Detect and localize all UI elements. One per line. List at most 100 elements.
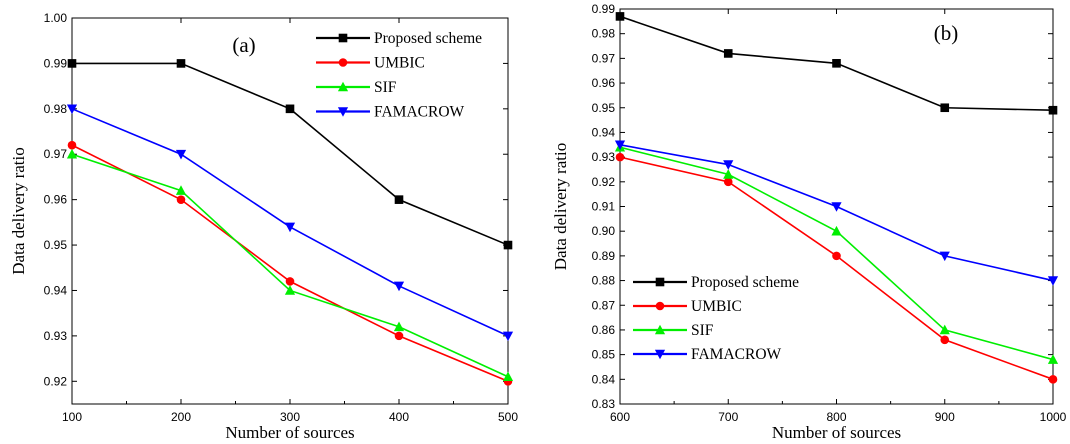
data-point — [832, 59, 841, 68]
y-tick-label: 0.92 — [44, 374, 68, 388]
legend-marker — [655, 277, 665, 287]
series-line — [619, 156, 1054, 381]
legend-marker — [337, 81, 349, 92]
legend-marker — [338, 33, 348, 43]
data-point — [175, 149, 187, 160]
legend-item: Proposed scheme — [316, 30, 482, 47]
data-point — [723, 169, 734, 179]
x-tick-label: 700 — [718, 410, 738, 424]
data-point — [502, 371, 514, 382]
x-tick-label: 100 — [62, 410, 82, 424]
y-tick-label: 0.97 — [592, 51, 616, 65]
data-point — [940, 103, 950, 113]
y-axis-label: Data delivery ratio — [551, 143, 570, 270]
data-point — [67, 59, 77, 68]
data-point — [1048, 375, 1058, 384]
legend: Proposed scheme UMBIC SIF FAMACROW — [633, 274, 799, 363]
series-line — [619, 143, 1054, 282]
data-point — [285, 104, 295, 114]
legend-item: FAMACROW — [633, 346, 782, 363]
legend-item: UMBIC — [316, 55, 425, 72]
chart-panel-2: 600 700 800 900 1000 0.83 0.84 0.85 0.86 0.87 0.88… — [551, 2, 1067, 442]
data-point — [723, 160, 734, 170]
x-axis-label: Number of sources — [225, 423, 354, 442]
legend-label: UMBIC — [374, 55, 425, 72]
legend: Proposed scheme UMBIC SIF FAMACROW — [316, 30, 482, 121]
series-line — [71, 108, 509, 337]
y-tick-label: 0.84 — [592, 372, 616, 386]
series-line — [71, 144, 509, 383]
y-tick-label: 0.90 — [592, 224, 616, 238]
legend-marker — [654, 349, 666, 360]
data-point — [502, 331, 514, 342]
data-point — [939, 251, 950, 262]
data-point — [1048, 105, 1058, 115]
x-tick-label: 500 — [498, 410, 518, 424]
data-point — [1047, 276, 1059, 286]
data-point — [832, 251, 841, 261]
y-tick-label: 0.96 — [592, 76, 616, 90]
y-tick-label: 0.97 — [44, 147, 68, 161]
x-tick-label: 400 — [389, 410, 409, 424]
legend-label: Proposed scheme — [374, 30, 482, 47]
legend-marker — [337, 107, 349, 117]
y-tick-label: 0.99 — [592, 2, 616, 16]
y-tick-label: 0.83 — [592, 397, 616, 411]
data-point — [615, 152, 625, 162]
legend-label: UMBIC — [691, 298, 742, 315]
data-point — [394, 331, 404, 341]
series-sif — [66, 148, 514, 382]
legend-label: SIF — [374, 79, 397, 96]
series-umbic — [67, 140, 513, 386]
x-tick-label: 1000 — [1040, 410, 1067, 424]
data-point — [176, 59, 186, 68]
data-point — [67, 140, 77, 150]
legend-marker — [655, 301, 665, 311]
series-proposed-scheme — [615, 12, 1058, 115]
y-tick-label: 0.98 — [44, 102, 68, 116]
data-point — [394, 195, 404, 204]
data-point — [393, 321, 405, 332]
data-point — [284, 222, 296, 233]
legend-marker — [654, 324, 666, 335]
data-point — [939, 324, 950, 335]
legend-label: FAMACROW — [691, 346, 782, 363]
y-tick-label: 0.93 — [592, 150, 616, 164]
x-tick-label: 900 — [935, 410, 955, 424]
y-tick-label: 0.93 — [44, 329, 68, 343]
x-tick-label: 600 — [610, 410, 630, 424]
data-point — [614, 140, 626, 151]
data-point — [66, 148, 78, 159]
series-sif — [614, 141, 1059, 364]
x-tick-label: 300 — [280, 410, 300, 424]
data-point — [503, 240, 513, 250]
y-tick-label: 0.88 — [592, 274, 616, 288]
data-point — [284, 285, 296, 295]
legend-label: FAMACROW — [374, 104, 465, 121]
series-umbic — [615, 152, 1058, 384]
y-tick-label: 1.00 — [44, 11, 68, 25]
legend-item: Proposed scheme — [633, 274, 799, 291]
x-tick-label: 800 — [826, 410, 846, 424]
y-axis-label: Data delivery ratio — [9, 147, 28, 274]
y-tick-label: 0.94 — [44, 283, 68, 297]
data-point — [615, 12, 625, 21]
legend-item: SIF — [633, 322, 714, 339]
y-tick-label: 0.87 — [592, 298, 616, 312]
series-famacrow — [614, 140, 1059, 286]
data-point — [940, 335, 950, 345]
panel-label: (a) — [232, 33, 255, 57]
y-tick-label: 0.96 — [44, 193, 68, 207]
data-point — [723, 49, 733, 58]
y-tick-label: 0.91 — [592, 200, 616, 214]
data-point — [176, 195, 186, 204]
x-tick-label: 200 — [171, 410, 191, 424]
chart-panel-1: 100 200 300 400 500 0.92 0.93 0.94 0.95 0.96 0.97 0… — [9, 11, 518, 442]
series-line — [72, 62, 509, 246]
y-tick-label: 0.92 — [592, 175, 616, 189]
data-point — [831, 202, 842, 212]
y-tick-label: 0.86 — [592, 323, 616, 337]
data-point — [285, 277, 295, 286]
y-tick-label: 0.94 — [592, 125, 616, 139]
